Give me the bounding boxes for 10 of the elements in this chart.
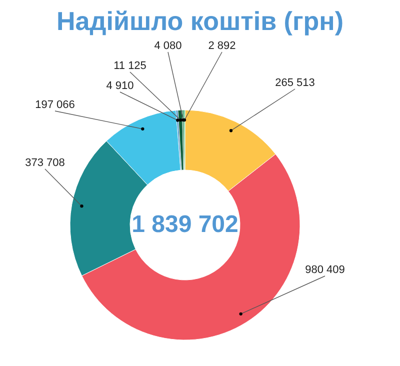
text: 1 839 702 xyxy=(132,211,238,238)
data-label: 980 409 xyxy=(305,264,345,276)
data-label: 373 708 xyxy=(25,157,65,169)
data-label: 265 513 xyxy=(275,77,315,89)
data-label: 197 066 xyxy=(35,99,75,111)
data-label: 4 080 xyxy=(154,40,182,52)
data-label: 11 125 xyxy=(114,60,146,72)
data-label: 2 892 xyxy=(208,40,236,52)
chart-title: Надійшло коштів (грн) xyxy=(56,6,344,36)
data-label: 4 910 xyxy=(106,80,134,92)
